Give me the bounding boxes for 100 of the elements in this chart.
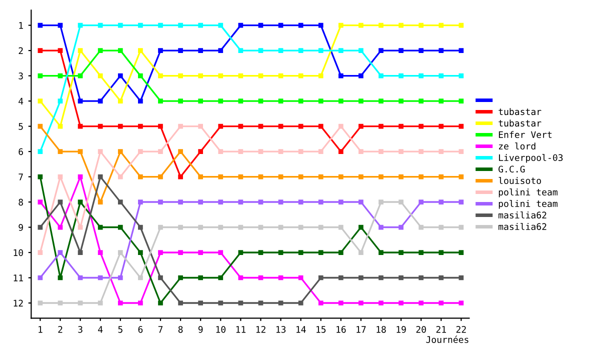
- point: [118, 224, 123, 230]
- y-tick-label: 7: [18, 174, 23, 180]
- x-tick-label: 21: [436, 326, 446, 333]
- point: [138, 22, 143, 28]
- point: [138, 275, 143, 280]
- point: [278, 124, 284, 129]
- point: [398, 124, 404, 129]
- point: [458, 275, 464, 280]
- point: [398, 250, 404, 255]
- point: [358, 73, 364, 78]
- point: [98, 275, 103, 280]
- point: [358, 300, 364, 306]
- point: [258, 275, 264, 280]
- point: [318, 22, 324, 28]
- x-tick-label: 11: [236, 326, 246, 333]
- legend-label: masilia62: [498, 211, 546, 219]
- point: [158, 149, 163, 154]
- point: [78, 48, 83, 53]
- point: [138, 149, 143, 154]
- point: [238, 224, 244, 230]
- legend-label: Liverpool-03: [499, 154, 563, 163]
- x-tick-label: 14: [296, 326, 306, 333]
- point: [118, 275, 123, 280]
- point: [98, 124, 103, 129]
- point: [78, 124, 83, 129]
- point: [198, 124, 204, 129]
- point: [418, 275, 424, 280]
- point: [398, 200, 404, 204]
- x-tick-label: 9: [198, 326, 203, 333]
- point: [198, 98, 204, 104]
- point: [218, 22, 224, 28]
- point: [198, 250, 204, 255]
- point: [298, 124, 304, 129]
- point: [318, 73, 324, 78]
- x-tick-label: 7: [158, 326, 163, 333]
- point: [318, 124, 324, 129]
- point: [118, 250, 123, 255]
- point: [438, 250, 444, 255]
- point: [338, 124, 344, 129]
- point: [158, 300, 163, 306]
- point: [378, 124, 384, 129]
- point: [178, 98, 183, 104]
- point: [218, 200, 224, 204]
- point: [78, 73, 83, 78]
- point: [318, 149, 324, 154]
- point: [198, 73, 204, 78]
- point: [318, 48, 324, 53]
- point: [98, 200, 103, 204]
- point: [278, 174, 284, 180]
- point: [218, 224, 224, 230]
- point: [238, 124, 244, 129]
- point: [358, 174, 364, 180]
- point: [238, 98, 244, 104]
- y-tick-label: 8: [18, 198, 23, 206]
- point: [378, 275, 384, 280]
- point: [118, 73, 123, 78]
- point: [318, 275, 324, 280]
- point: [458, 73, 464, 78]
- point: [198, 300, 204, 306]
- point: [458, 174, 464, 180]
- point: [298, 250, 304, 255]
- point: [118, 48, 123, 53]
- point: [158, 98, 163, 104]
- point: [298, 22, 304, 28]
- point: [378, 48, 384, 53]
- point: [218, 98, 224, 104]
- point: [118, 98, 123, 104]
- point: [458, 250, 464, 255]
- point: [98, 73, 103, 78]
- y-tick-label: 5: [18, 123, 23, 130]
- point: [278, 48, 284, 53]
- point: [218, 275, 224, 280]
- legend-label: tubastar: [498, 120, 542, 127]
- x-tick-label: 6: [138, 326, 143, 333]
- point: [78, 224, 83, 230]
- point: [198, 275, 204, 280]
- point: [198, 200, 204, 204]
- point: [358, 98, 364, 104]
- point: [118, 22, 123, 28]
- point: [58, 300, 63, 306]
- point: [258, 73, 264, 78]
- point: [318, 200, 324, 204]
- point: [78, 275, 83, 280]
- point: [118, 300, 123, 306]
- point: [418, 22, 424, 28]
- point: [218, 124, 224, 129]
- point: [38, 300, 43, 306]
- point: [98, 250, 103, 255]
- point: [278, 300, 284, 306]
- point: [138, 200, 143, 204]
- point: [178, 250, 183, 255]
- x-tick-label: 16: [336, 326, 346, 333]
- point: [438, 124, 444, 129]
- point: [438, 174, 444, 180]
- point: [38, 250, 43, 255]
- point: [378, 98, 384, 104]
- point: [38, 73, 43, 78]
- point: [258, 174, 264, 180]
- point: [398, 22, 404, 28]
- point: [138, 250, 143, 255]
